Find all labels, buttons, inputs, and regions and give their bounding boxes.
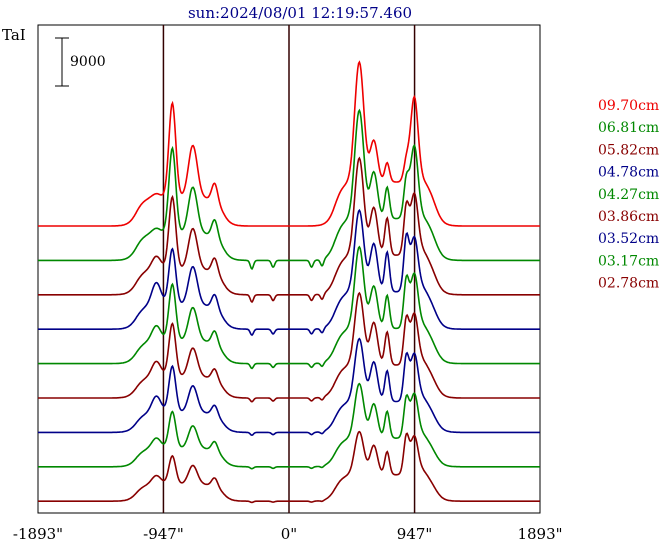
chart-title: sun:2024/08/01 12:19:57.460 <box>188 4 412 22</box>
legend-item-05.82cm: 05.82cm <box>598 142 659 158</box>
series-line-03.52cm <box>38 337 540 437</box>
x-ticks: -1893" -947" 0" 947" 1893" <box>13 525 563 542</box>
legend-item-06.81cm: 06.81cm <box>598 120 659 136</box>
legend-item-03.52cm: 03.52cm <box>598 231 659 247</box>
legend-item-04.78cm: 04.78cm <box>598 165 659 181</box>
series-line-04.78cm <box>38 208 540 337</box>
scale-bar: 9000 <box>55 37 106 87</box>
legend-item-02.78cm: 02.78cm <box>598 276 659 292</box>
series-line-09.70cm <box>38 60 540 227</box>
legend-item-04.27cm: 04.27cm <box>598 187 659 203</box>
x-tick-label-4: 1893" <box>517 525 562 542</box>
x-tick-label-1: -947" <box>143 525 184 542</box>
legend-item-03.17cm: 03.17cm <box>598 253 659 269</box>
legend: 09.70cm 06.81cm 05.82cm 04.78cm 04.27cm 03.86… <box>598 98 659 292</box>
series-line-03.17cm <box>38 382 540 470</box>
scale-bar-label: 9000 <box>70 54 106 70</box>
y-axis-label: TaI <box>2 26 26 44</box>
x-tick-label-0: -1893" <box>13 525 63 542</box>
series-line-04.27cm <box>38 245 540 370</box>
x-tick-label-2: 0" <box>281 525 297 542</box>
series-line-03.86cm <box>38 291 540 403</box>
x-tick-label-3: 947" <box>397 525 433 542</box>
vertical-markers <box>162 25 416 513</box>
series-line-06.81cm <box>38 108 540 271</box>
series-line-02.78cm <box>38 430 540 504</box>
series-lines <box>38 60 540 504</box>
series-line-05.82cm <box>38 156 540 304</box>
legend-item-03.86cm: 03.86cm <box>598 209 659 225</box>
legend-item-09.70cm: 09.70cm <box>598 98 659 114</box>
